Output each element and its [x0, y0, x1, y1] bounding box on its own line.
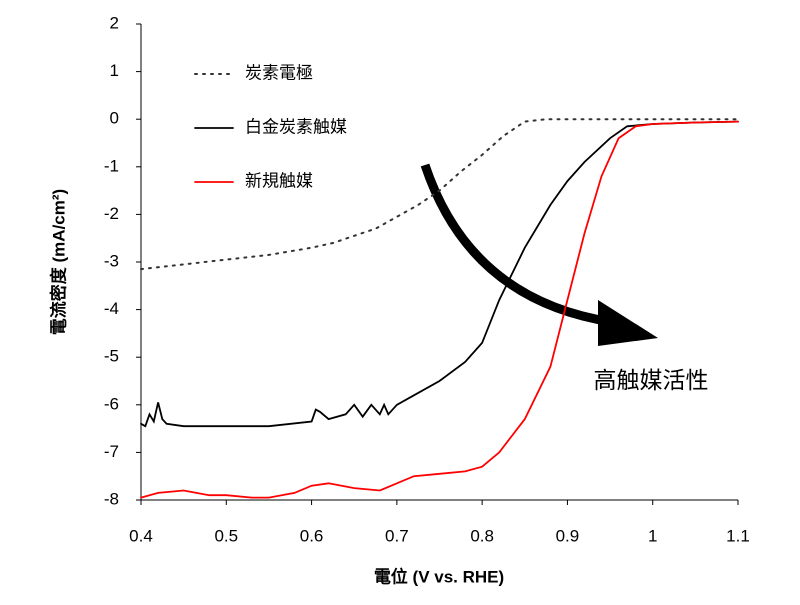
x-tick-label: 0.7: [385, 526, 409, 545]
y-tick-label: -7: [104, 442, 119, 461]
annotation: 高触媒活性: [594, 367, 709, 393]
y-axis-title: 電流密度 (mA/cm²): [48, 189, 68, 335]
series-line: [140, 120, 739, 428]
x-tick-label: 0.9: [556, 526, 580, 545]
arrow: [420, 163, 613, 327]
y-tick-label: -8: [104, 489, 119, 508]
y-tick-label: 0: [110, 109, 119, 128]
legend-label: 新規触媒: [245, 171, 313, 190]
series-line: [140, 118, 739, 271]
x-tick-label: 0.4: [129, 526, 153, 545]
legend-label: 炭素電極: [245, 63, 313, 82]
y-tick-label: -5: [104, 347, 119, 366]
series-line: [140, 120, 739, 499]
y-tick-label: -2: [104, 204, 119, 223]
y-tick-label: -4: [104, 299, 119, 318]
x-tick-label: 0.8: [470, 526, 494, 545]
x-tick-label: 0.6: [300, 526, 324, 545]
x-tick-label: 0.5: [214, 526, 238, 545]
y-tick-label: -6: [104, 394, 119, 413]
y-tick-label: -3: [104, 251, 119, 270]
y-tick-label: 1: [110, 61, 119, 80]
y-tick-label: -1: [104, 156, 119, 175]
arrow-head: [598, 300, 658, 346]
x-tick-label: 1: [648, 526, 657, 545]
x-axis-title: 電位 (V vs. RHE): [374, 566, 504, 586]
x-tick-label: 1.1: [726, 526, 750, 545]
legend-label: 白金炭素触媒: [245, 117, 347, 136]
y-tick-label: 2: [110, 13, 119, 32]
